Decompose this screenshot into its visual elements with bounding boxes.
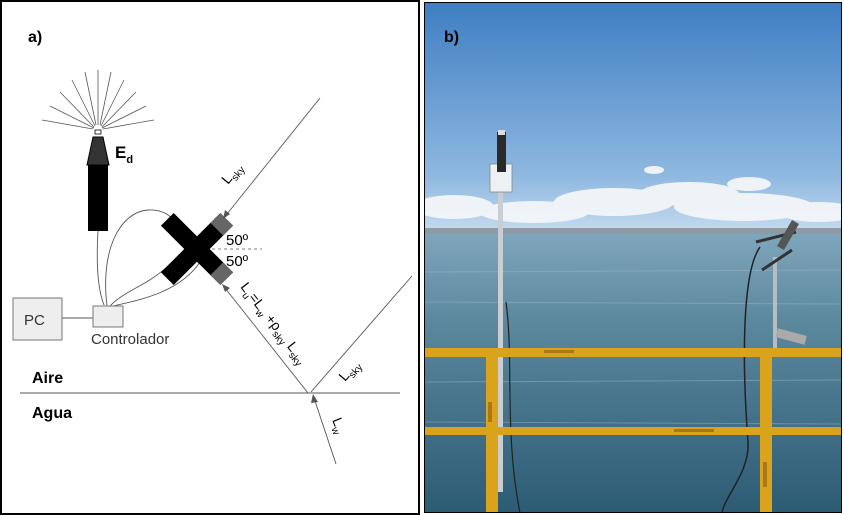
- railing: [424, 348, 842, 513]
- lsky-ray: [226, 97, 321, 215]
- irradiance-sensor-cap: [498, 130, 505, 135]
- lsky-ray-arrowhead: [223, 210, 230, 219]
- irradiance-sensor-photo: [497, 132, 506, 172]
- horizon-shore: [424, 228, 842, 234]
- panel-a-diagram: a) Ed: [0, 0, 420, 515]
- lu-ray-arrowhead: [222, 284, 230, 292]
- controller-box: [92, 305, 124, 328]
- panel-a-label: a): [28, 29, 42, 46]
- irradiance-rays: [41, 70, 155, 130]
- irradiance-pole: [498, 192, 503, 492]
- angle-upper-label: 50º: [226, 232, 249, 249]
- water-label: Agua: [32, 405, 72, 422]
- controller-label: Controlador: [91, 331, 169, 348]
- angle-lower-label: 50º: [226, 253, 249, 270]
- angle-arc: [202, 237, 215, 261]
- radiance-pole: [773, 257, 777, 357]
- lu-ray: [224, 287, 309, 394]
- panel-b-label: b): [444, 29, 459, 46]
- irradiance-sensor-body: [88, 165, 108, 231]
- railing-rust: [488, 350, 767, 487]
- pc-box: [12, 297, 63, 341]
- radiance-sensor-lower: [775, 328, 807, 345]
- panel-b-photo: b): [424, 2, 842, 513]
- clouds: [424, 166, 842, 223]
- irradiance-sensor-head: [86, 136, 110, 166]
- irradiance-cable: [505, 301, 521, 513]
- radiance-sensor-upper: [777, 220, 799, 250]
- pc-label: PC: [24, 312, 45, 329]
- irradiance-sensor-diffuser: [94, 129, 102, 135]
- lw-ray-arrowhead: [311, 394, 318, 403]
- lsky-surface-ray: [310, 275, 413, 393]
- radiance-sensors: [160, 212, 234, 286]
- radiance-cable: [721, 246, 761, 513]
- air-label: Aire: [32, 370, 63, 387]
- lw-ray: [313, 397, 337, 465]
- ed-label: Ed: [115, 143, 133, 166]
